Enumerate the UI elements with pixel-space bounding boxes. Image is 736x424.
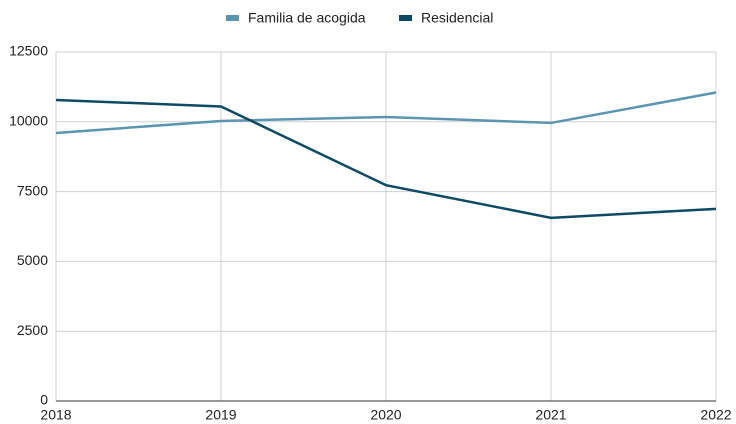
y-tick-label: 2500 bbox=[17, 322, 48, 338]
x-tick-label: 2019 bbox=[205, 407, 236, 423]
legend-swatch bbox=[399, 15, 412, 21]
x-tick-label: 2022 bbox=[700, 407, 731, 423]
legend-label: Familia de acogida bbox=[248, 10, 366, 26]
legend-label: Residencial bbox=[421, 10, 493, 26]
x-tick-label: 2020 bbox=[370, 407, 401, 423]
y-tick-label: 7500 bbox=[17, 182, 48, 198]
y-tick-label: 10000 bbox=[9, 113, 48, 129]
y-tick-label: 5000 bbox=[17, 252, 48, 268]
legend-swatch bbox=[226, 15, 239, 21]
y-tick-label: 0 bbox=[40, 392, 48, 408]
x-tick-label: 2018 bbox=[40, 407, 71, 423]
series-line bbox=[55, 91, 717, 135]
x-tick-label: 2021 bbox=[535, 407, 566, 423]
y-tick-label: 12500 bbox=[9, 43, 48, 59]
series-line bbox=[55, 98, 717, 220]
